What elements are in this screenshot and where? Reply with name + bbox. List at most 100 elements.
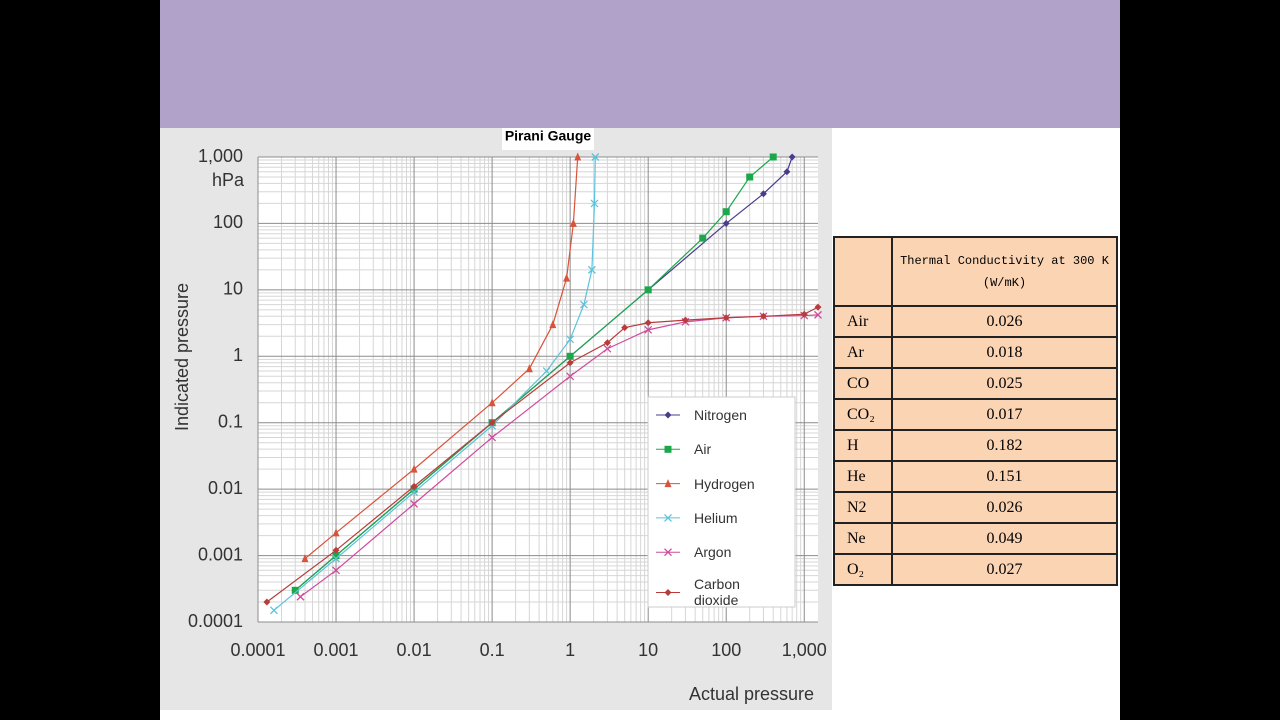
table-gas: Air	[833, 305, 893, 338]
marker	[410, 488, 419, 497]
marker	[542, 367, 551, 375]
table-header: Thermal Conductivity at 300 K (W/mK)	[891, 236, 1118, 307]
marker	[566, 372, 575, 381]
table-gas: H	[833, 429, 893, 462]
table-row: He 0.151	[833, 460, 1118, 493]
y-tick-label: 0.0001	[188, 611, 243, 631]
table-value: 0.026	[891, 305, 1118, 338]
marker	[488, 419, 496, 427]
marker	[566, 352, 574, 360]
table-gas: CO₂	[833, 398, 893, 431]
x-tick-label: 1,000	[782, 640, 827, 660]
marker	[621, 324, 629, 332]
x-tick-label: 10	[638, 640, 658, 660]
marker	[410, 499, 419, 508]
table-gas: Ne	[833, 522, 893, 555]
marker	[664, 479, 672, 488]
y-tick-label: 1,000	[198, 146, 243, 166]
marker	[590, 199, 599, 208]
marker	[488, 398, 496, 407]
marker	[566, 359, 574, 367]
marker	[722, 314, 730, 322]
marker	[579, 300, 588, 309]
legend-label: Argon	[694, 544, 732, 561]
legend-box	[647, 396, 796, 608]
marker	[644, 325, 653, 334]
x-tick-label: 0.001	[314, 640, 359, 660]
chart-title: Pirani Gauge	[505, 128, 592, 144]
table-corner	[833, 236, 893, 307]
marker	[759, 312, 767, 320]
table-value: 0.026	[891, 491, 1118, 524]
table-value: 0.025	[891, 367, 1118, 400]
marker	[644, 286, 652, 294]
marker	[549, 320, 557, 329]
marker	[332, 546, 340, 554]
marker	[410, 482, 418, 490]
table-value: 0.182	[891, 429, 1118, 462]
table-value: 0.151	[891, 460, 1118, 493]
y-tick-label: 10	[223, 279, 243, 299]
x-axis-label: Actual pressure	[689, 684, 814, 704]
marker	[722, 219, 730, 227]
y-tick-label: 1	[233, 345, 243, 365]
marker	[788, 153, 796, 161]
marker	[332, 552, 340, 560]
marker	[759, 190, 767, 198]
table-row: Ar 0.018	[833, 336, 1118, 369]
marker	[664, 589, 672, 596]
header-line: Thermal Conductivity at 300 K	[900, 253, 1109, 268]
table-gas: O₂	[833, 553, 893, 586]
x-tick-label: 0.01	[397, 640, 432, 660]
marker	[332, 554, 340, 563]
marker	[746, 173, 754, 181]
marker	[563, 273, 571, 282]
marker	[410, 464, 418, 473]
marker	[591, 153, 600, 161]
marker	[644, 319, 652, 327]
marker	[603, 339, 611, 347]
table-row: Air 0.026	[833, 305, 1118, 338]
marker	[488, 433, 497, 442]
x-tick-label: 0.0001	[230, 640, 285, 660]
title-box	[502, 128, 594, 150]
y-axis-label: Indicated pressure	[172, 283, 192, 431]
table-row: Ne 0.049	[833, 522, 1118, 555]
table-gas: He	[833, 460, 893, 493]
table-gas: CO	[833, 367, 893, 400]
y-tick-label: 0.01	[208, 478, 243, 498]
series-line	[273, 156, 596, 611]
legend-label: Air	[694, 441, 712, 458]
marker	[332, 528, 340, 537]
marker	[587, 265, 596, 274]
marker	[814, 310, 822, 319]
legend-label: Nitrogen	[694, 407, 747, 423]
header-line: (W/mK)	[982, 275, 1027, 290]
x-tick-label: 0.1	[480, 640, 505, 660]
legend-label: Carbon dioxide	[694, 575, 740, 608]
legend-label: Helium	[694, 509, 738, 526]
marker	[269, 606, 278, 615]
marker	[681, 316, 689, 324]
marker	[664, 513, 672, 522]
marker	[800, 310, 808, 318]
y-unit: hPa	[212, 170, 245, 190]
series-line	[294, 156, 774, 591]
marker	[566, 335, 575, 344]
table-gas: Ar	[833, 336, 893, 369]
marker	[664, 445, 672, 453]
y-tick-label: 0.001	[198, 544, 243, 564]
marker	[574, 152, 582, 161]
marker	[569, 218, 577, 227]
marker	[525, 364, 533, 373]
marker	[332, 566, 340, 575]
marker	[296, 592, 305, 601]
marker	[664, 411, 672, 419]
table-value: 0.049	[891, 522, 1118, 555]
x-tick-label: 100	[711, 640, 741, 660]
table-row: N2 0.026	[833, 491, 1118, 524]
marker	[722, 208, 730, 216]
header-band	[160, 0, 1120, 128]
